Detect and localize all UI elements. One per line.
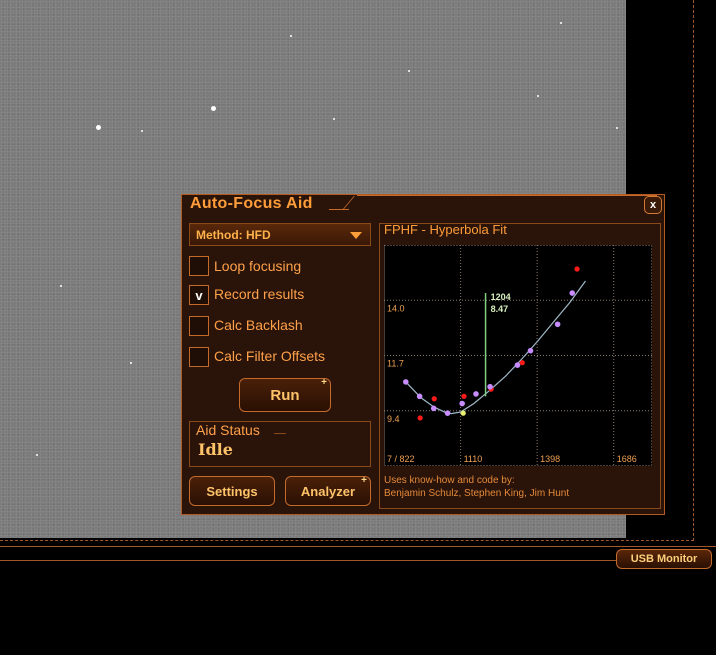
record-results-label: Record results [214, 286, 305, 302]
star [333, 118, 335, 120]
status-bar-top-rule [0, 546, 716, 547]
star [211, 106, 216, 111]
aid-status-rule [274, 433, 286, 434]
outlier-point [574, 266, 580, 272]
chevron-down-icon [350, 232, 362, 239]
outlier-point [417, 415, 423, 421]
title-rule [357, 195, 657, 196]
star [36, 454, 38, 456]
analyzer-plus-icon: + [361, 475, 367, 486]
y-tick-label: 11.7 [387, 359, 404, 369]
star [560, 22, 562, 24]
aid-status-label: Aid Status [196, 422, 260, 438]
best-focus-hfd-label: 8.47 [491, 304, 509, 314]
auto-focus-aid-panel: Auto-Focus Aid x Method: HFD Loop focusi… [181, 194, 665, 515]
panel-title: Auto-Focus Aid [190, 195, 313, 212]
calc-backlash-label: Calc Backlash [214, 317, 303, 333]
y-tick-label: 9.4 [387, 414, 400, 424]
calc-backlash-checkbox[interactable] [189, 316, 209, 336]
title-slant [342, 196, 356, 210]
credits-line-2: Benjamin Schulz, Stephen King, Jim Hunt [384, 488, 570, 499]
outlier-point [519, 360, 525, 366]
status-bar-rule [0, 560, 616, 561]
fit-point [430, 405, 437, 412]
title-underline [329, 209, 349, 210]
star [290, 35, 292, 37]
close-button[interactable]: x [644, 196, 662, 214]
y-tick-label: 14.0 [387, 303, 405, 313]
fit-point [403, 379, 409, 385]
analyzer-button[interactable]: Analyzer + [285, 475, 371, 506]
calc-filter-offsets-checkbox[interactable] [189, 347, 209, 367]
method-dropdown[interactable]: Method: HFD [189, 223, 371, 246]
usb-monitor-button[interactable]: USB Monitor [616, 549, 712, 569]
star [408, 70, 410, 72]
fit-point [459, 400, 465, 407]
run-button-label: Run [270, 386, 300, 404]
star [616, 127, 618, 129]
analyzer-button-label: Analyzer [300, 483, 356, 499]
x-tick-label: 1398 [540, 454, 560, 464]
calc-filter-offsets-label: Calc Filter Offsets [214, 348, 325, 364]
fit-point [416, 393, 423, 400]
method-label: Method: HFD [196, 227, 271, 242]
star [60, 285, 62, 287]
frame-border-bottom [0, 540, 694, 541]
loop-focusing-checkbox[interactable] [189, 256, 209, 276]
outlier-point [431, 396, 437, 402]
fit-point [514, 362, 521, 368]
credits-line-1: Uses know-how and code by: [384, 475, 515, 486]
outlier-point [461, 393, 467, 399]
run-button[interactable]: Run + [239, 377, 331, 412]
x-tick-label: 1686 [617, 454, 637, 464]
loop-focusing-label: Loop focusing [214, 258, 302, 274]
plot-frame [384, 245, 652, 466]
star [96, 125, 101, 130]
best-focus-position-label: 1204 [491, 292, 511, 302]
settings-button[interactable]: Settings [189, 476, 275, 506]
settings-button-label: Settings [206, 483, 258, 499]
x-tick-label: 1110 [464, 454, 483, 464]
best-focus-point [460, 410, 466, 416]
aid-status-box: Aid Status Idle [189, 421, 371, 467]
fit-point [569, 290, 576, 296]
fit-point [554, 321, 561, 328]
graph-box: FPHF - Hyperbola Fit 7 / 822 1110 1398 1686… [379, 222, 661, 509]
fit-point [527, 347, 534, 354]
hyperbola-fit-chart: 7 / 822 1110 1398 1686 14.0 11.7 9.4 1204 8.47 [383, 245, 652, 466]
run-plus-icon: + [321, 377, 327, 388]
frame-border-right [693, 0, 694, 541]
star [141, 130, 143, 132]
graph-title: FPHF - Hyperbola Fit [384, 222, 507, 237]
aid-status-value: Idle [198, 440, 233, 459]
fit-point [444, 410, 451, 416]
record-results-checkbox[interactable]: v [189, 285, 209, 305]
fit-point [473, 391, 479, 397]
x-tick-label: 7 / 822 [387, 454, 415, 464]
fit-point [487, 383, 493, 390]
credits-text: Uses know-how and code by: Benjamin Schu… [384, 474, 569, 500]
star [130, 362, 132, 364]
star [537, 95, 539, 97]
